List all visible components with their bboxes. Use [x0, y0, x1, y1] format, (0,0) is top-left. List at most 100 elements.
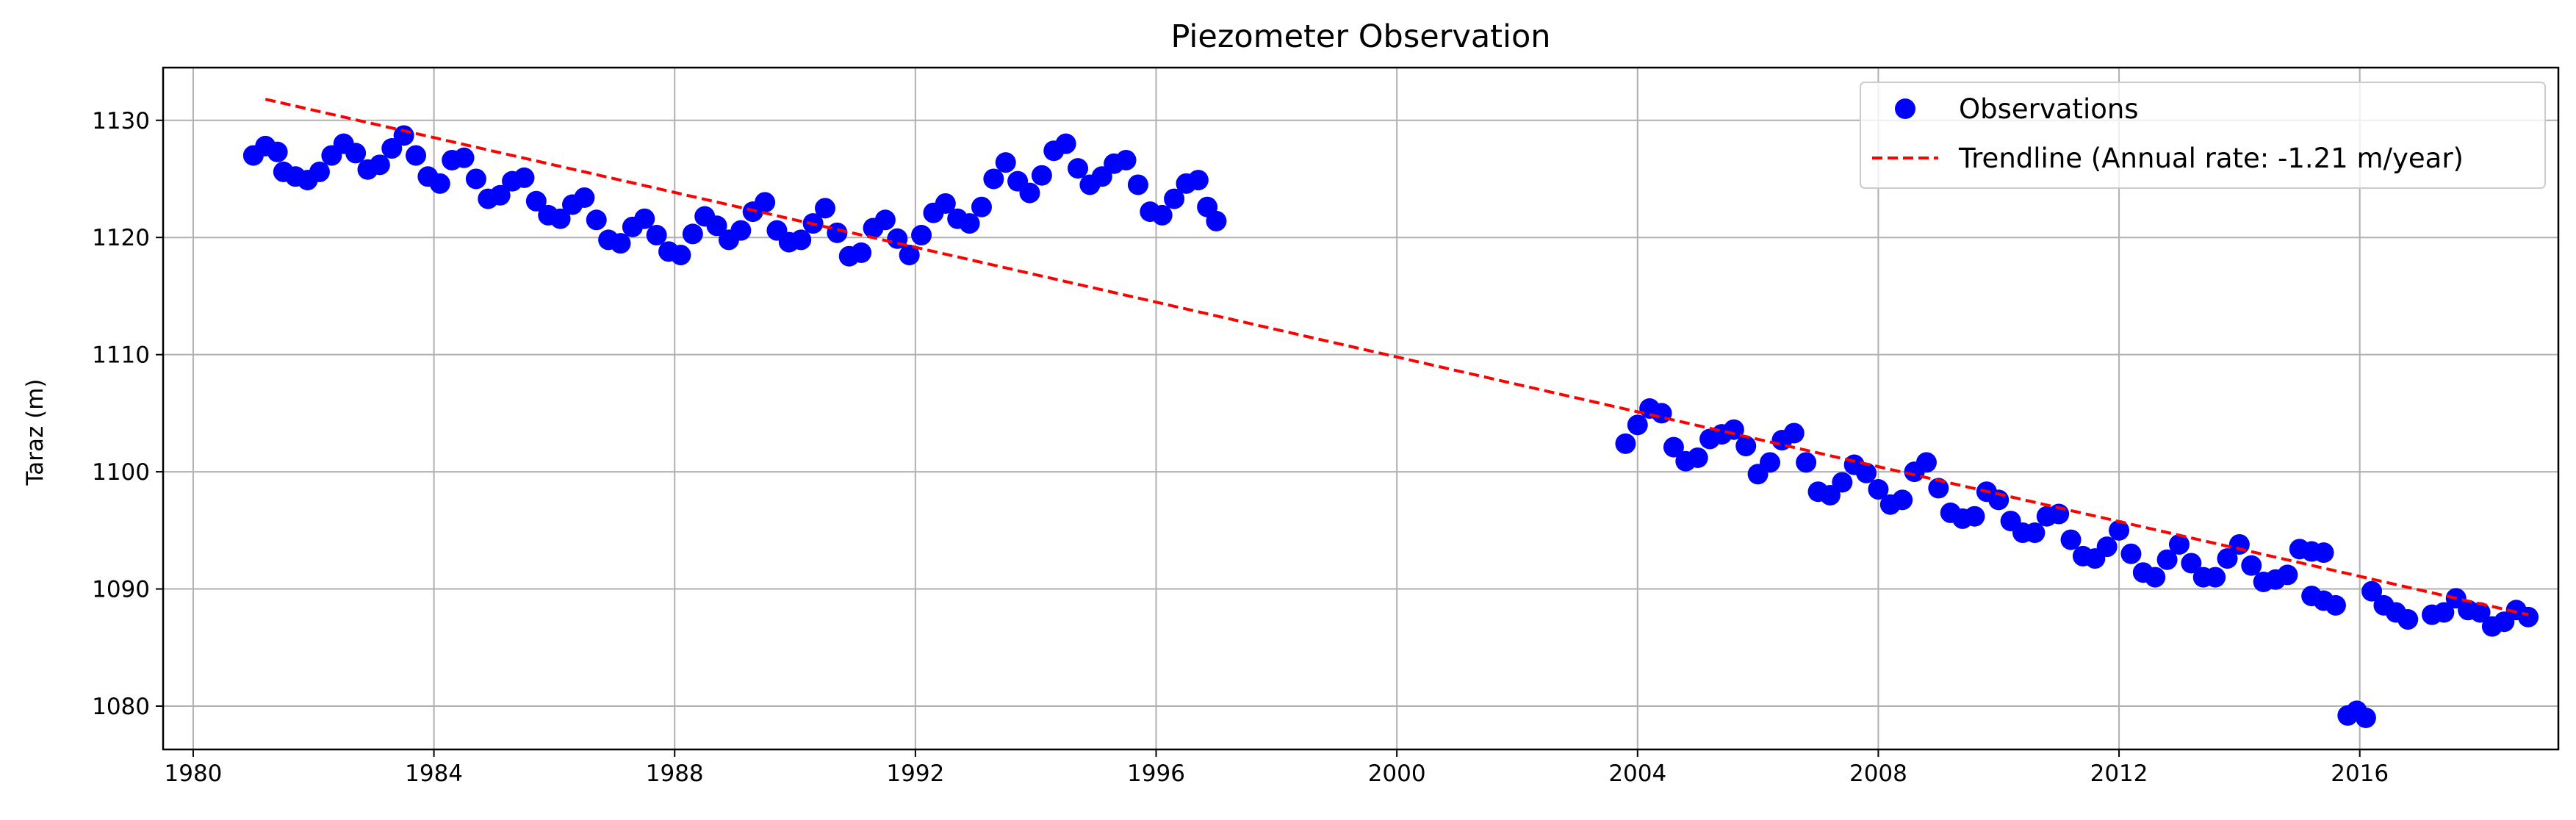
observation-point: [369, 154, 390, 176]
x-tick-label: 2012: [2090, 760, 2148, 787]
y-tick-label: 1110: [92, 342, 150, 369]
observation-point: [959, 213, 980, 234]
y-axis-label: Taraz (m): [22, 378, 48, 486]
observation-point: [730, 220, 752, 241]
observation-point: [827, 222, 848, 243]
y-tick-label: 1100: [92, 459, 150, 486]
observation-point: [381, 138, 403, 159]
observation-point: [550, 208, 571, 229]
observation-point: [2205, 567, 2226, 588]
observation-point: [874, 209, 896, 231]
x-tick-label: 1992: [886, 760, 944, 787]
observation-point: [1663, 436, 1684, 458]
observation-point: [2518, 606, 2539, 627]
observation-point: [1796, 452, 1817, 473]
legend-observations-label: Observations: [1959, 93, 2139, 125]
plot-area-frame: [162, 66, 2560, 751]
observation-point: [453, 147, 475, 168]
observation-point: [995, 152, 1016, 173]
observation-point: [1115, 149, 1137, 170]
observation-point: [983, 168, 1004, 190]
observation-point: [1723, 419, 1744, 440]
observation-point: [2397, 609, 2419, 630]
axis-ticks: 1980 1984 1988 1992 1996 2000 2004 2008 2012 2016…: [92, 108, 2389, 787]
x-tick-label: 2000: [1368, 760, 1426, 787]
observation-point: [2109, 519, 2130, 541]
x-tick-label: 2004: [1608, 760, 1666, 787]
y-tick-label: 1090: [92, 577, 150, 603]
observation-point: [1055, 133, 1076, 154]
observation-point: [1031, 165, 1052, 186]
observation-point: [2325, 594, 2346, 616]
y-tick-label: 1120: [92, 225, 150, 251]
observation-point: [971, 196, 992, 217]
observation-point: [1068, 158, 1089, 179]
observation-point: [1735, 436, 1757, 457]
observation-point: [1627, 414, 1648, 436]
observation-point: [393, 125, 414, 146]
observation-point: [682, 223, 703, 245]
x-tick-label: 1996: [1127, 760, 1185, 787]
x-tick-label: 1984: [405, 760, 463, 787]
observation-point: [2217, 548, 2238, 569]
observation-point: [2156, 549, 2178, 570]
observation-point: [1783, 422, 1805, 444]
observation-point: [755, 192, 776, 213]
observation-point: [2228, 533, 2250, 555]
observation-point: [2433, 602, 2455, 623]
observation-point: [1964, 506, 1985, 527]
observation-point: [634, 208, 655, 229]
observation-point: [2096, 536, 2118, 558]
observation-point: [2355, 707, 2376, 728]
observation-point: [514, 167, 535, 188]
observation-point: [465, 168, 486, 190]
observation-point: [309, 161, 330, 182]
observation-point: [489, 184, 511, 206]
observation-point: [1019, 182, 1040, 204]
observation-point: [1915, 452, 1937, 473]
observation-point: [1187, 170, 1209, 191]
observation-point: [815, 198, 836, 219]
observation-point: [791, 229, 812, 251]
observation-point: [1819, 484, 1841, 506]
observation-point: [2469, 602, 2491, 623]
observation-point: [706, 215, 727, 237]
observation-point: [2313, 542, 2334, 564]
legend-trendline-label: Trendline (Annual rate: -1.21 m/year): [1958, 143, 2464, 174]
observation-point: [429, 173, 450, 194]
observation-point: [899, 245, 920, 266]
observation-point: [1127, 174, 1148, 195]
observation-point: [1759, 452, 1780, 473]
x-tick-label: 1980: [165, 760, 223, 787]
chart-title: Piezometer Observation: [1170, 18, 1550, 55]
observation-point: [1615, 433, 1636, 454]
observation-point: [2277, 564, 2298, 586]
legend-box: [1860, 82, 2546, 189]
legend: Observations Trendline (Annual rate: -1.…: [1860, 82, 2546, 189]
observation-point: [2145, 567, 2166, 588]
observation-point: [851, 242, 872, 263]
observation-point: [1832, 472, 1853, 493]
observation-point: [1868, 479, 1889, 500]
observation-point: [267, 141, 288, 162]
observation-point: [2181, 553, 2202, 574]
observation-point: [1091, 166, 1112, 187]
legend-observations-marker: [1895, 98, 1915, 119]
y-tick-label: 1130: [92, 108, 150, 134]
trendline: [265, 98, 2529, 616]
x-tick-label: 2008: [1849, 760, 1907, 787]
observation-point: [1892, 489, 1913, 511]
observation-point: [345, 143, 367, 164]
observation-point: [1151, 204, 1173, 226]
observation-point: [610, 233, 631, 254]
observation-point: [2168, 533, 2190, 555]
observation-point: [1928, 478, 1949, 499]
x-tick-label: 2016: [2331, 760, 2389, 787]
observation-point: [2024, 522, 2046, 544]
observation-point: [1164, 188, 1185, 209]
observation-point: [670, 245, 691, 266]
x-tick-label: 1988: [646, 760, 704, 787]
observation-point: [646, 225, 667, 246]
